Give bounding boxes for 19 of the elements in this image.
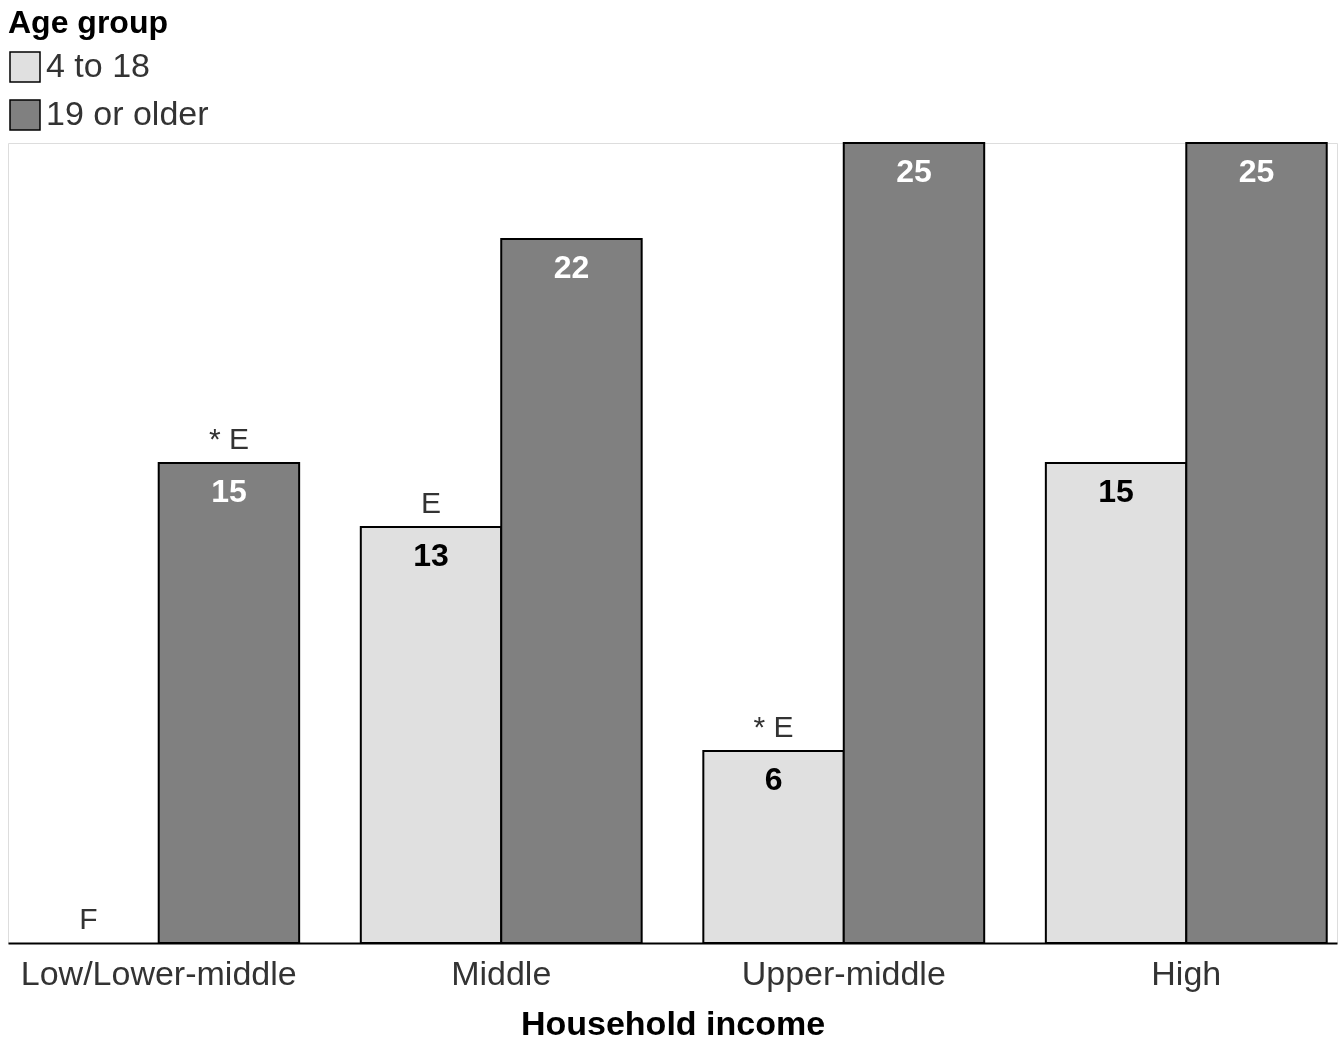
data-label: 13 [413, 537, 449, 573]
x-axis-title: Household income [520, 1003, 826, 1042]
data-label: 22 [553, 249, 590, 285]
legend-title: Age group [8, 4, 168, 40]
data-label: 25 [896, 153, 932, 189]
data-label: 15 [1098, 473, 1134, 509]
data-label: 15 [211, 473, 247, 509]
legend-label: 19 or older [46, 94, 209, 132]
x-tick-label: Low/Lower-middle [20, 953, 297, 992]
annotation: * E [208, 422, 249, 455]
annotation: * E [753, 710, 794, 743]
x-tick-label: Middle [451, 953, 552, 992]
legend-label: 4 to 18 [46, 46, 150, 84]
x-tick-label: Upper-middle [741, 953, 946, 992]
data-label: 25 [1238, 153, 1275, 189]
annotation: F [79, 902, 98, 935]
x-tick-label: High [1151, 953, 1222, 992]
annotation: E [421, 486, 442, 519]
data-label: 6 [764, 761, 783, 797]
